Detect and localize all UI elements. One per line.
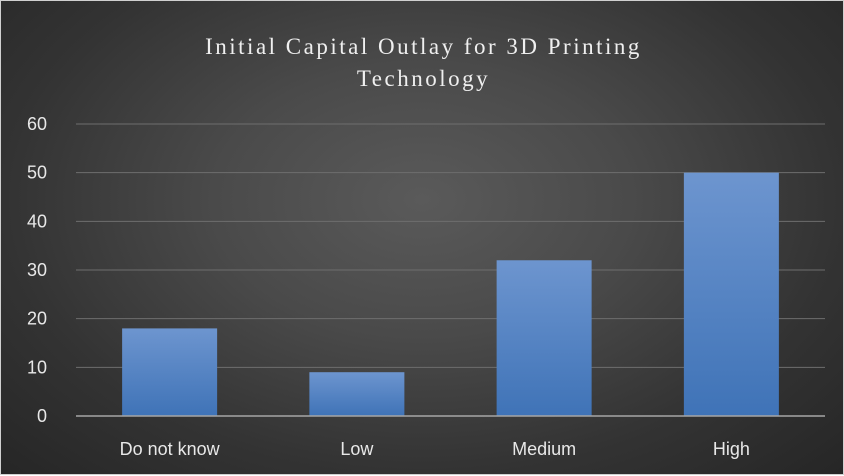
- bar: [309, 372, 405, 416]
- y-tick-label: 60: [27, 114, 47, 134]
- y-tick-label: 20: [27, 309, 47, 329]
- bar: [122, 328, 218, 416]
- x-tick-label: Low: [340, 439, 374, 459]
- x-tick-label: Medium: [512, 439, 576, 459]
- y-tick-label: 10: [27, 357, 47, 377]
- x-tick-label: High: [713, 439, 750, 459]
- y-tick-label: 50: [27, 163, 47, 183]
- bar: [683, 172, 779, 416]
- x-tick-label: Do not know: [120, 439, 221, 459]
- y-tick-label: 30: [27, 260, 47, 280]
- chart-title: Initial Capital Outlay for 3D Printing T…: [205, 34, 642, 91]
- y-tick-label: 0: [37, 406, 47, 426]
- y-tick-label: 40: [27, 211, 47, 231]
- bar: [496, 260, 592, 416]
